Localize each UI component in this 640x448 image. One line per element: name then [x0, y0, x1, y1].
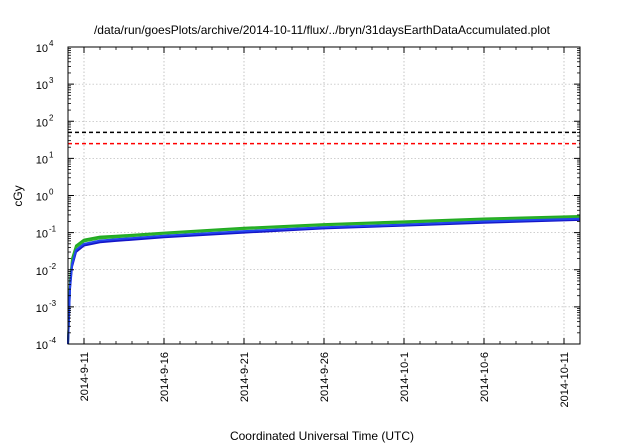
chart-title: /data/run/goesPlots/archive/2014-10-11/f…: [94, 23, 551, 37]
grid-lines: [68, 47, 580, 344]
y-axis-label: cGy: [11, 185, 25, 206]
x-tick-label: 2014-9-11: [79, 352, 91, 401]
y-tick-base: 10: [36, 154, 48, 166]
y-tick-exponent: 3: [49, 76, 54, 85]
y-tick-exponent: 0: [49, 188, 54, 197]
x-tick-label: 2014-9-16: [159, 352, 171, 402]
y-tick-label: 10 -3: [36, 299, 57, 315]
y-tick-label: 10 4: [36, 39, 54, 55]
y-tick-exponent: 2: [49, 113, 54, 122]
series-line: [67, 217, 581, 345]
axis-ticks: [67, 46, 581, 345]
x-tick-label: 2014-10-11: [559, 352, 571, 407]
y-tick-exponent: -3: [49, 299, 57, 308]
y-tick-label: 10 -1: [36, 225, 57, 241]
y-tick-label: 10 3: [36, 76, 54, 92]
y-tick-label: 10 2: [36, 113, 54, 129]
y-tick-base: 10: [36, 229, 48, 241]
x-axis-label: Coordinated Universal Time (UTC): [230, 429, 414, 443]
y-tick-base: 10: [36, 43, 48, 55]
threshold-lines: [68, 131, 580, 145]
y-tick-base: 10: [36, 266, 48, 278]
y-tick-base: 10: [36, 117, 48, 129]
y-tick-base: 10: [36, 80, 48, 92]
data-series: [67, 215, 581, 345]
x-tick-label: 2014-9-21: [239, 352, 251, 402]
y-tick-label: 10 1: [36, 150, 54, 166]
y-tick-label: 10 -2: [36, 262, 57, 278]
y-tick-exponent: 4: [49, 39, 54, 48]
y-tick-label: 10 0: [36, 188, 54, 204]
x-tick-label: 2014-10-6: [479, 352, 491, 402]
y-tick-exponent: -2: [49, 262, 57, 271]
y-tick-label: 10 -4: [36, 336, 57, 352]
y-tick-exponent: 1: [49, 150, 54, 159]
x-tick-label: 2014-10-1: [399, 352, 411, 402]
y-tick-base: 10: [36, 303, 48, 315]
x-tick-labels: 2014-9-11 2014-9-16 2014-9-21 2014-9-26 2014…: [79, 352, 571, 407]
y-tick-base: 10: [36, 340, 48, 352]
x-tick-label: 2014-9-26: [319, 352, 331, 402]
y-tick-exponent: -1: [49, 225, 57, 234]
y-tick-base: 10: [36, 192, 48, 204]
y-tick-exponent: -4: [49, 336, 57, 345]
